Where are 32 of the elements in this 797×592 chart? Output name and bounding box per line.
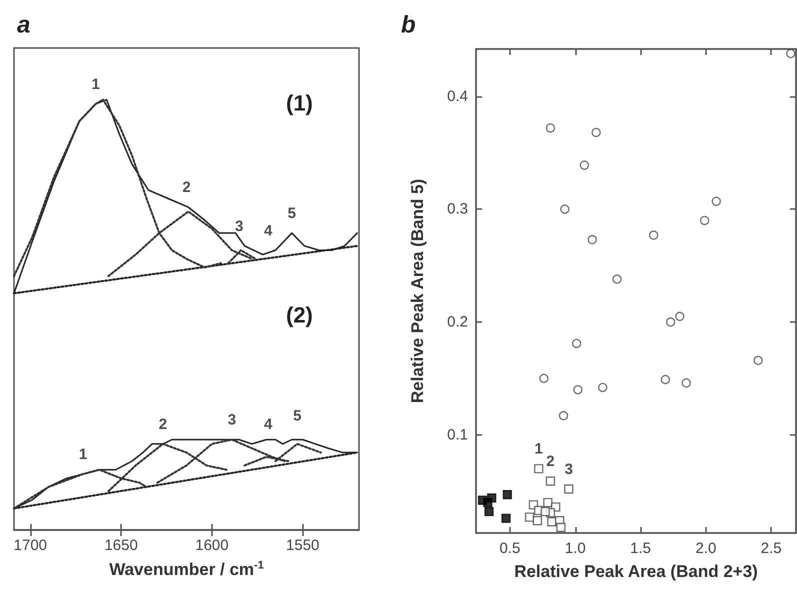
annotation: 3	[234, 218, 244, 235]
chart-title: b	[401, 12, 416, 38]
annotation: 5	[293, 407, 302, 424]
x-tick-label: 1700	[14, 537, 48, 554]
x-tick-label: 1.0	[564, 540, 586, 557]
annotation: 3	[564, 461, 573, 478]
annotation: 5	[288, 205, 296, 222]
annotation: (2)	[286, 302, 313, 328]
x-tick-label: 2.5	[760, 540, 782, 557]
y-tick-label: 0.3	[447, 200, 468, 218]
annotation: 2	[182, 179, 191, 196]
x-tick-label: 1550	[286, 537, 320, 554]
annotation: 2	[546, 453, 555, 470]
x-tick-label: 1600	[195, 537, 229, 554]
annotation: 4	[264, 416, 274, 433]
annotation: 4	[264, 222, 274, 240]
annotation: 1	[534, 440, 543, 458]
annotation: 2	[158, 416, 168, 433]
y-tick-label: 0.4	[447, 88, 468, 105]
y-axis-title: Relative Peak Area (Band 5)	[408, 178, 427, 404]
x-tick-label: 0.5	[500, 540, 520, 557]
x-tick-label: 1650	[104, 537, 138, 554]
annotation: 1	[78, 446, 88, 464]
chart-title: a	[17, 12, 30, 38]
x-tick-label: 1.5	[630, 540, 651, 557]
annotation: 3	[228, 412, 236, 429]
annotation: (1)	[286, 90, 313, 116]
y-tick-label: 0.2	[447, 314, 468, 331]
annotation: 1	[92, 76, 100, 93]
y-tick-label: 0.1	[447, 426, 468, 444]
x-tick-label: 2.0	[695, 540, 716, 557]
x-axis-title: Relative Peak Area (Band 2+3)	[514, 562, 758, 581]
